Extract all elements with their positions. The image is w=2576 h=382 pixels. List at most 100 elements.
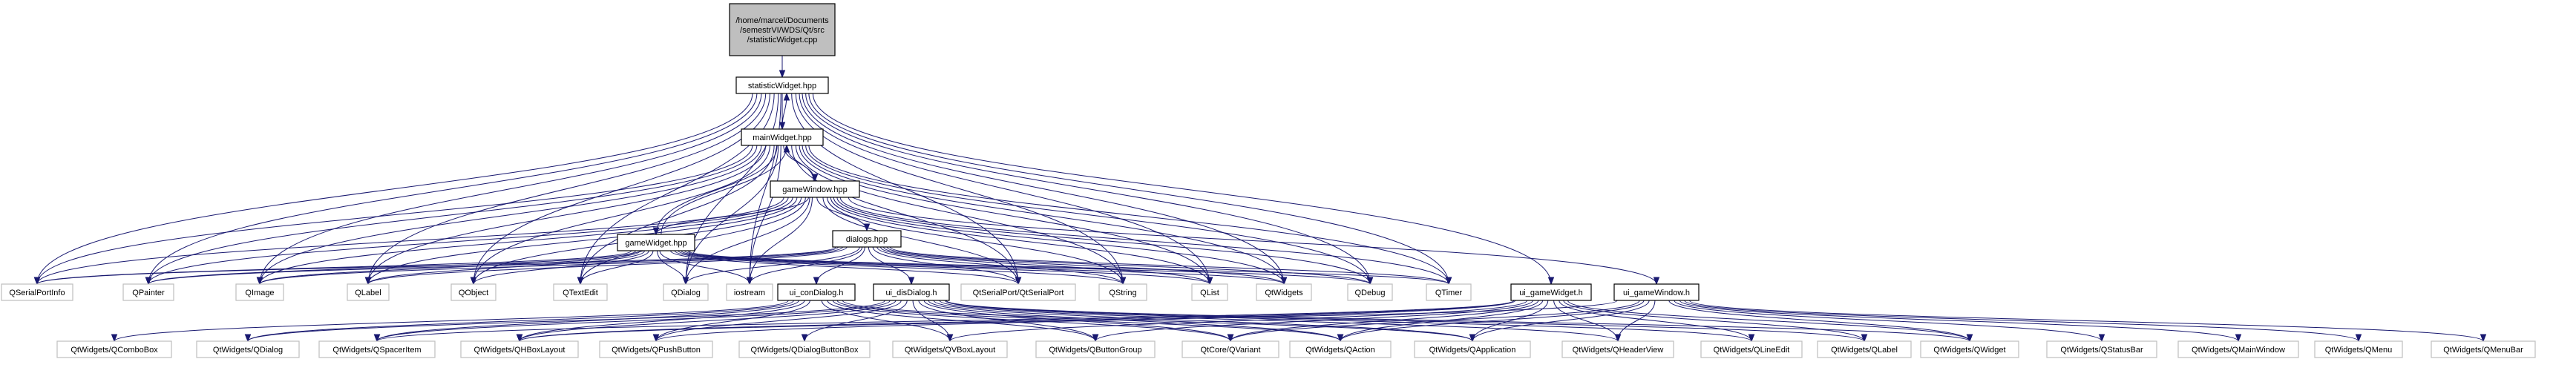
edge-mainWidget-to-QList	[799, 145, 1210, 285]
edge-gameWindow-to-QSerialPort	[822, 197, 1019, 285]
edge-ui_disDialog-to-QHeaderView	[939, 300, 1619, 342]
node-box	[235, 283, 284, 301]
edge-arrowhead	[783, 92, 790, 101]
edge-mainWidget-to-QTextEdit	[580, 145, 775, 285]
edge-arrowhead	[244, 334, 252, 343]
node-box	[1347, 283, 1393, 301]
edge-gameWidget-to-QLabel	[367, 250, 645, 285]
node-label: gameWindow.hpp	[782, 185, 847, 194]
edge-dialogs-to-QLabel	[367, 246, 848, 285]
node-box	[663, 283, 709, 301]
node-box	[770, 180, 860, 198]
node-QObject: QObject	[450, 283, 496, 301]
edge-arrowhead	[145, 277, 152, 286]
edge-gameWidget-to-QSerialPortInfo	[36, 250, 632, 285]
node-QPushButton: QtWidgets/QPushButton	[599, 340, 713, 358]
node-ui-conDialog[interactable]: ui_conDialog.h	[777, 283, 856, 301]
edge-dialogs-to-iostream	[749, 246, 863, 285]
node-gameWidget[interactable]: gameWidget.hpp	[617, 234, 695, 251]
node-QImage: QImage	[235, 283, 284, 301]
node-QTextEdit: QTextEdit	[553, 283, 608, 301]
node-box	[553, 283, 608, 301]
edge-ui_disDialog-to-QLineEdit	[944, 300, 1752, 342]
edge-arrowhead	[783, 144, 790, 153]
edge-arrowhead	[364, 277, 372, 286]
node-box	[1289, 340, 1392, 358]
node-QVBoxLayout: QtWidgets/QVBoxLayout	[892, 340, 1008, 358]
edge-ui_gameWidget-to-QApplication	[1472, 300, 1549, 342]
node-label: QtWidgets/QMenuBar	[2443, 346, 2523, 355]
edge-mainWidget-to-QWidgets	[802, 145, 1285, 285]
edge-arrowhead	[682, 277, 689, 286]
node-box	[56, 340, 172, 358]
edge-ui_gameWindow-to-QWidget	[1668, 300, 1970, 342]
edge-statisticWidget-to-iostream	[749, 93, 781, 285]
node-QDialogButtonBox: QtWidgets/QDialogButtonBox	[738, 340, 871, 358]
node-label: QtWidgets/QWidget	[1933, 346, 2005, 355]
node-box	[122, 283, 174, 301]
edge-ui_gameWidget-to-QWidget	[1567, 300, 1970, 342]
node-box	[2314, 340, 2403, 358]
node-box	[450, 283, 496, 301]
node-dialogs[interactable]: dialogs.hpp	[832, 230, 902, 248]
node-QLineEdit: QtWidgets/QLineEdit	[1700, 340, 1803, 358]
node-box	[2046, 340, 2157, 358]
edge-arrowhead	[779, 70, 786, 79]
node-label: QtWidgets/QLineEdit	[1714, 346, 1790, 355]
edge-ui_disDialog-to-QDialogButtonBox	[804, 300, 908, 342]
edge-arrowhead	[33, 277, 41, 286]
node-gameWindow[interactable]: gameWindow.hpp	[770, 180, 860, 198]
node-box	[1035, 340, 1156, 358]
node-box	[617, 234, 695, 251]
node-label: /semestrVI/WDS/Qt/src	[740, 26, 825, 35]
edge-arrowhead	[1092, 334, 1099, 343]
edge-mainWidget-to-QSerialPort	[791, 145, 1019, 285]
edge-mainWidget-to-QTimer	[808, 145, 1449, 285]
node-QMainWindow: QtWidgets/QMainWindow	[2177, 340, 2299, 358]
edge-ui_disDialog-to-QLabelW	[945, 300, 1865, 342]
node-label: QtWidgets/QApplication	[1429, 346, 1516, 355]
edge-ui_conDialog-to-QHBoxLayout	[519, 300, 805, 342]
node-QDialog: QDialog	[663, 283, 709, 301]
node-QList: QList	[1191, 283, 1228, 301]
edge-arrowhead	[1748, 334, 1755, 343]
edge-statisticWidget-to-QSerialPortInfo	[36, 93, 753, 285]
node-label: gameWidget.hpp	[625, 239, 686, 248]
node-box	[1426, 283, 1472, 301]
node-box	[1, 283, 73, 301]
edge-arrowhead	[1547, 277, 1555, 286]
edge-ui_gameWindow-to-QHBoxLayout	[519, 300, 1618, 342]
node-statisticWidget[interactable]: statisticWidget.hpp	[735, 76, 829, 94]
edge-statisticWidget-to-QWidgets	[802, 93, 1285, 285]
node-mainWidget[interactable]: mainWidget.hpp	[741, 128, 824, 146]
node-QMenuBar: QtWidgets/QMenuBar	[2431, 340, 2536, 358]
node-label: QDebug	[1355, 289, 1386, 297]
node-label: QtWidgets/QMainWindow	[2192, 346, 2285, 355]
node-ui-disDialog[interactable]: ui_disDialog.h	[873, 283, 950, 301]
node-label: ui_disDialog.h	[885, 289, 937, 297]
edge-ui_gameWidget-to-QHBoxLayout	[519, 300, 1515, 342]
node-label: QTextEdit	[563, 289, 598, 297]
node-QDebug: QDebug	[1347, 283, 1393, 301]
node-root: /home/marcel/Documents/semestrVI/WDS/Qt/…	[729, 3, 836, 56]
node-box	[318, 340, 436, 358]
node-box	[738, 340, 871, 358]
node-label: /home/marcel/Documents	[735, 16, 829, 25]
edge-gameWidget-to-QSerialPort	[670, 250, 1019, 285]
node-ui-gameWindow[interactable]: ui_gameWindow.h	[1613, 283, 1700, 301]
node-box	[960, 283, 1076, 301]
edge-arrowhead	[1119, 277, 1127, 286]
edge-mainWidget-to-QDebug	[805, 145, 1371, 285]
edge-layer	[33, 56, 2487, 343]
node-label: QtWidgets/QButtonGroup	[1049, 346, 1141, 355]
edge-gameWidget-to-QPainter	[148, 250, 637, 285]
node-QAction: QtWidgets/QAction	[1289, 340, 1392, 358]
node-box	[1700, 340, 1803, 358]
edge-arrowhead	[256, 277, 263, 286]
edge-gameWindow-to-QDebug	[836, 197, 1371, 285]
edge-gameWidget-to-mainWidget	[661, 145, 787, 235]
node-label: QList	[1200, 289, 1219, 297]
node-ui-gameWidget[interactable]: ui_gameWidget.h	[1510, 283, 1592, 301]
node-box	[1191, 283, 1228, 301]
node-box	[1920, 340, 2019, 358]
